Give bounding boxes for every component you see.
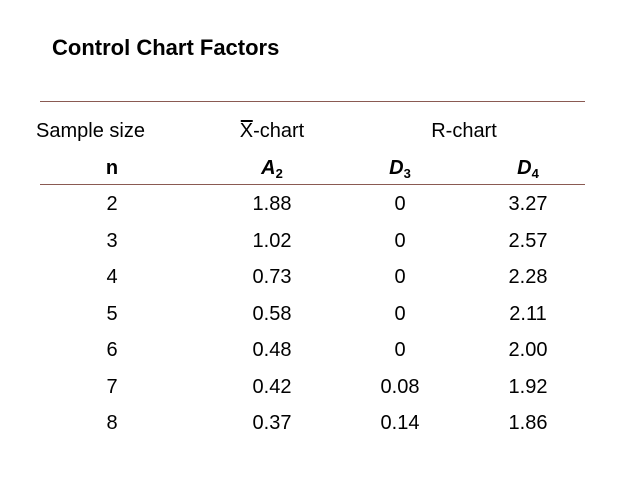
cell-n: 2 <box>106 193 118 215</box>
cell-n: 6 <box>106 339 118 361</box>
header-xbar-chart: X-chart <box>240 119 304 143</box>
cell-a2: 1.88 <box>252 193 292 215</box>
cell-d4: 1.86 <box>508 412 548 434</box>
cell-a2: 0.58 <box>252 302 292 325</box>
cell-n: 8 <box>106 412 118 434</box>
header-d4: D4 <box>517 156 539 186</box>
cell-a2: 1.02 <box>252 229 292 252</box>
cell-d3: 0 <box>394 229 406 252</box>
d4-subscript: 4 <box>531 166 539 181</box>
cell-d3: 0.14 <box>380 412 420 434</box>
cell-n: 3 <box>106 229 118 252</box>
cell-a2: 0.37 <box>252 412 292 434</box>
cell-d4: 1.92 <box>508 375 548 398</box>
header-r-chart: R-chart <box>431 120 497 142</box>
page-title: Control Chart Factors <box>52 35 280 60</box>
cell-d4: 2.57 <box>508 229 548 252</box>
d4-letter: D <box>517 157 532 179</box>
cell-a2: 0.73 <box>252 266 292 288</box>
cell-d3: 0 <box>394 339 406 361</box>
cell-d4: 3.27 <box>508 193 548 215</box>
xbar-chart-label: -chart <box>253 120 305 142</box>
cell-a2: 0.42 <box>252 375 292 398</box>
cell-n: 4 <box>106 266 118 288</box>
a2-letter: A <box>261 157 276 179</box>
header-sample-size: Sample size <box>36 120 145 142</box>
cell-d4: 2.11 <box>509 302 547 325</box>
cell-d3: 0 <box>394 302 406 325</box>
cell-d3: 0.08 <box>380 375 420 398</box>
xbar-symbol: X <box>239 120 254 142</box>
cell-a2: 0.48 <box>252 339 292 361</box>
header-n: n <box>105 157 119 179</box>
cell-d4: 2.00 <box>508 339 548 361</box>
cell-d4: 2.28 <box>508 266 548 288</box>
d3-letter: D <box>389 157 404 179</box>
cell-d3: 0 <box>394 266 406 288</box>
header-divider-rule <box>40 184 585 185</box>
header-a2: A2 <box>261 156 283 186</box>
header-d3: D3 <box>389 156 411 186</box>
d3-subscript: 3 <box>403 166 411 181</box>
cell-n: 7 <box>106 375 118 398</box>
table-top-rule <box>40 101 585 102</box>
cell-n: 5 <box>106 302 118 325</box>
cell-d3: 0 <box>394 193 406 215</box>
a2-subscript: 2 <box>275 166 283 181</box>
